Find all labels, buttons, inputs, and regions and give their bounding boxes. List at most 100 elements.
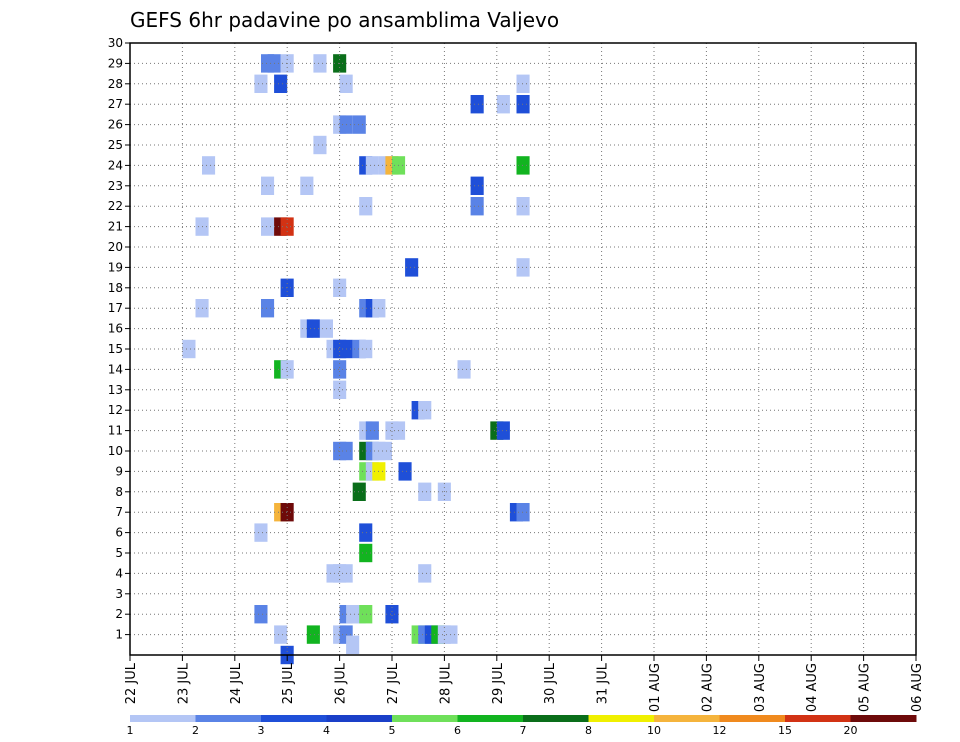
precip-cell xyxy=(359,197,373,216)
colorbar-label: 6 xyxy=(454,724,461,737)
y-tick-label: 3 xyxy=(115,587,123,601)
y-tick-label: 18 xyxy=(108,281,123,295)
y-tick-label: 19 xyxy=(108,260,123,274)
colorbar-segment xyxy=(785,715,851,722)
precip-cell xyxy=(313,135,327,155)
precip-cell xyxy=(470,95,484,114)
x-axis: 22 JUL 23 JUL 24 JUL 25 JUL 26 JUL 27 JUL 28 J… xyxy=(124,655,925,712)
precip-cell xyxy=(313,54,327,73)
colorbar-label: 20 xyxy=(844,724,858,737)
y-tick-label: 30 xyxy=(108,36,123,50)
x-tick-label: 28 JUL xyxy=(438,662,453,704)
precip-cell xyxy=(261,217,275,236)
colorbar-label: 3 xyxy=(258,724,265,737)
colorbar-label: 10 xyxy=(647,724,661,737)
precip-cell xyxy=(352,482,366,501)
x-tick-label: 01 AUG xyxy=(648,663,663,712)
precip-cell xyxy=(418,401,432,420)
colorbar-segment xyxy=(850,715,917,722)
precip-cell xyxy=(359,523,373,542)
y-tick-label: 4 xyxy=(115,566,123,580)
colorbar-label: 4 xyxy=(323,724,330,737)
precip-cell xyxy=(306,319,320,338)
colorbar-segment xyxy=(130,715,196,722)
precip-cell xyxy=(274,625,288,644)
precip-cell xyxy=(182,339,196,359)
precip-cell xyxy=(516,74,530,93)
precip-cell xyxy=(496,421,510,440)
precip-cell xyxy=(516,95,530,114)
colorbar-segment xyxy=(654,715,720,722)
grid-lines xyxy=(130,43,916,655)
precip-cell xyxy=(496,95,510,114)
y-tick-label: 21 xyxy=(108,220,123,234)
colorbar-segment xyxy=(326,715,393,722)
y-tick-label: 24 xyxy=(108,158,123,172)
precip-cell xyxy=(254,605,268,624)
precip-cell xyxy=(516,258,530,277)
precip-cell xyxy=(457,360,471,379)
chart-title: GEFS 6hr padavine po ansamblima Valjevo xyxy=(130,8,559,32)
precip-cell xyxy=(385,605,399,624)
precip-cell xyxy=(346,635,360,654)
precip-cell xyxy=(261,176,275,195)
precip-cell xyxy=(378,441,392,461)
precip-cell xyxy=(359,605,373,624)
precip-cell xyxy=(274,74,288,93)
precip-cell xyxy=(202,156,216,175)
y-tick-label: 25 xyxy=(108,138,123,152)
colorbar: 1 2 3 4 5 6 7 8 10 12 15 20 xyxy=(127,715,917,737)
colorbar-segment xyxy=(392,715,458,722)
colorbar-label: 8 xyxy=(585,724,592,737)
colorbar-segment xyxy=(719,715,786,722)
y-tick-label: 27 xyxy=(108,97,123,111)
x-tick-label: 03 AUG xyxy=(753,663,768,712)
y-tick-label: 9 xyxy=(115,464,123,478)
y-tick-label: 8 xyxy=(115,485,123,499)
precip-cell xyxy=(365,156,379,175)
x-tick-label: 02 AUG xyxy=(700,663,715,712)
colorbar-label: 7 xyxy=(520,724,527,737)
y-tick-label: 2 xyxy=(115,607,123,621)
precip-cell xyxy=(261,299,275,318)
colorbar-segment xyxy=(457,715,524,722)
y-tick-label: 29 xyxy=(108,56,123,70)
y-tick-label: 26 xyxy=(108,118,123,132)
x-tick-label: 30 JUL xyxy=(543,662,558,704)
x-tick-label: 24 JUL xyxy=(229,662,244,704)
colorbar-label: 12 xyxy=(713,724,727,737)
y-axis: 1234567891011121314151617181920212223242… xyxy=(108,36,130,642)
y-tick-label: 15 xyxy=(108,342,123,356)
precip-cell xyxy=(470,197,484,216)
precip-cell xyxy=(365,421,379,440)
x-tick-label: 29 JUL xyxy=(491,662,506,704)
colorbar-segment xyxy=(261,715,327,722)
precip-cell xyxy=(280,503,294,522)
x-tick-label: 25 JUL xyxy=(281,662,296,704)
y-tick-label: 5 xyxy=(115,546,123,560)
x-tick-label: 26 JUL xyxy=(334,662,349,704)
precip-cell xyxy=(516,197,530,216)
y-tick-label: 16 xyxy=(108,322,123,336)
precip-cell xyxy=(418,482,432,501)
y-tick-label: 10 xyxy=(108,444,123,458)
precip-cell xyxy=(470,176,484,195)
x-tick-label: 31 JUL xyxy=(596,662,611,704)
precip-cell xyxy=(254,523,268,542)
y-tick-label: 12 xyxy=(108,403,123,417)
colorbar-label: 15 xyxy=(778,724,792,737)
precip-cell xyxy=(254,74,268,93)
y-tick-label: 11 xyxy=(108,424,123,438)
y-tick-label: 6 xyxy=(115,526,123,540)
x-tick-label: 22 JUL xyxy=(124,662,139,704)
precip-cell xyxy=(280,360,294,379)
colorbar-label: 1 xyxy=(127,724,134,737)
precip-cell xyxy=(306,625,320,644)
precip-cell xyxy=(405,258,419,277)
precip-cell xyxy=(516,156,530,175)
x-tick-label: 23 JUL xyxy=(176,662,191,704)
precip-cell xyxy=(333,380,347,399)
precip-cell xyxy=(359,543,373,563)
precip-cell xyxy=(359,339,373,359)
